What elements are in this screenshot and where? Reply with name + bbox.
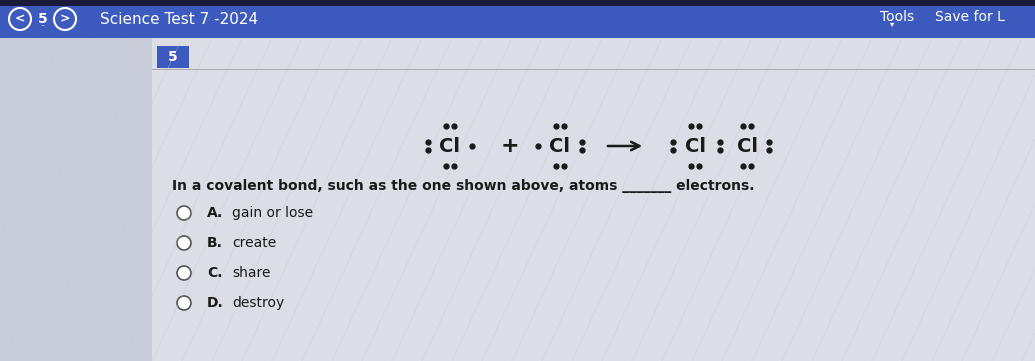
Text: Tools: Tools bbox=[880, 10, 914, 24]
Text: Cl: Cl bbox=[684, 136, 706, 156]
Text: Save for L: Save for L bbox=[935, 10, 1005, 24]
Text: ▾: ▾ bbox=[890, 19, 894, 29]
Text: +: + bbox=[501, 136, 520, 156]
Text: ..: .. bbox=[40, 19, 46, 29]
Text: D.: D. bbox=[207, 296, 224, 310]
Bar bbox=[0, 0, 1035, 6]
Text: Cl: Cl bbox=[737, 136, 758, 156]
Text: >: > bbox=[60, 13, 70, 26]
Text: <: < bbox=[14, 13, 25, 26]
Text: Cl: Cl bbox=[440, 136, 461, 156]
Text: gain or lose: gain or lose bbox=[232, 206, 314, 220]
Bar bbox=[0, 0, 1035, 38]
Text: 5: 5 bbox=[38, 12, 48, 26]
Circle shape bbox=[177, 236, 191, 250]
Bar bbox=[157, 46, 189, 68]
Text: In a covalent bond, such as the one shown above, atoms _______ electrons.: In a covalent bond, such as the one show… bbox=[172, 179, 755, 193]
Bar bbox=[0, 38, 152, 361]
Text: share: share bbox=[232, 266, 270, 280]
Bar bbox=[152, 38, 1035, 361]
Circle shape bbox=[177, 296, 191, 310]
Text: destroy: destroy bbox=[232, 296, 285, 310]
Text: Science Test 7 -2024: Science Test 7 -2024 bbox=[100, 12, 258, 26]
Text: B.: B. bbox=[207, 236, 223, 250]
Circle shape bbox=[177, 266, 191, 280]
Text: create: create bbox=[232, 236, 276, 250]
Text: A.: A. bbox=[207, 206, 224, 220]
Text: 5: 5 bbox=[168, 50, 178, 64]
Text: Cl: Cl bbox=[550, 136, 570, 156]
Text: C.: C. bbox=[207, 266, 223, 280]
Circle shape bbox=[177, 206, 191, 220]
